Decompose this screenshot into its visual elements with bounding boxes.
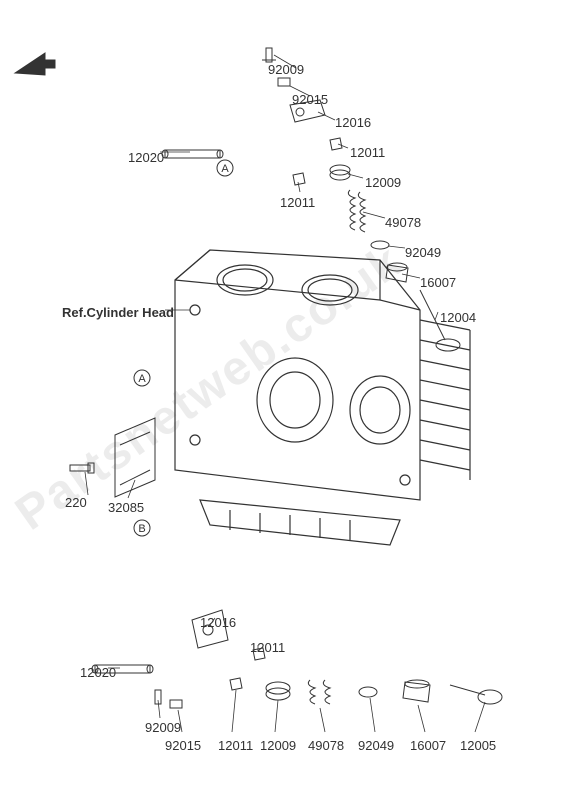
label-12016-bot: 12016	[200, 615, 236, 630]
label-92015-bot: 92015	[165, 738, 201, 753]
svg-text:A: A	[138, 373, 146, 385]
label-12004: 12004	[440, 310, 476, 325]
svg-text:A: A	[221, 163, 229, 175]
label-12011-bot2: 12011	[218, 738, 253, 753]
label-12016-top: 12016	[335, 115, 371, 130]
label-12011-top1: 12011	[350, 145, 385, 160]
label-92009-top: 92009	[268, 62, 304, 77]
reference-label: Ref.Cylinder Head	[62, 305, 174, 320]
label-12020-bot: 12020	[80, 665, 116, 680]
label-16007-top: 16007	[420, 275, 456, 290]
label-12005: 12005	[460, 738, 496, 753]
label-49078-bot: 49078	[308, 738, 344, 753]
label-92049-bot: 92049	[358, 738, 394, 753]
technical-drawing: A A B	[0, 0, 584, 800]
label-16007-bot: 16007	[410, 738, 446, 753]
label-92049-top: 92049	[405, 245, 441, 260]
label-12011-top2: 12011	[280, 195, 315, 210]
label-92009-bot: 92009	[145, 720, 181, 735]
label-32085: 32085	[108, 500, 144, 515]
label-49078-top: 49078	[385, 215, 421, 230]
label-12011-bot1: 12011	[250, 640, 285, 655]
diagram-container: Partsnetweb.co.uk	[0, 0, 584, 800]
label-12020-top: 12020	[128, 150, 164, 165]
label-12009-top: 12009	[365, 175, 401, 190]
label-12009-bot: 12009	[260, 738, 296, 753]
label-220: 220	[65, 495, 87, 510]
label-92015-top: 92015	[292, 92, 328, 107]
svg-text:B: B	[138, 523, 145, 535]
